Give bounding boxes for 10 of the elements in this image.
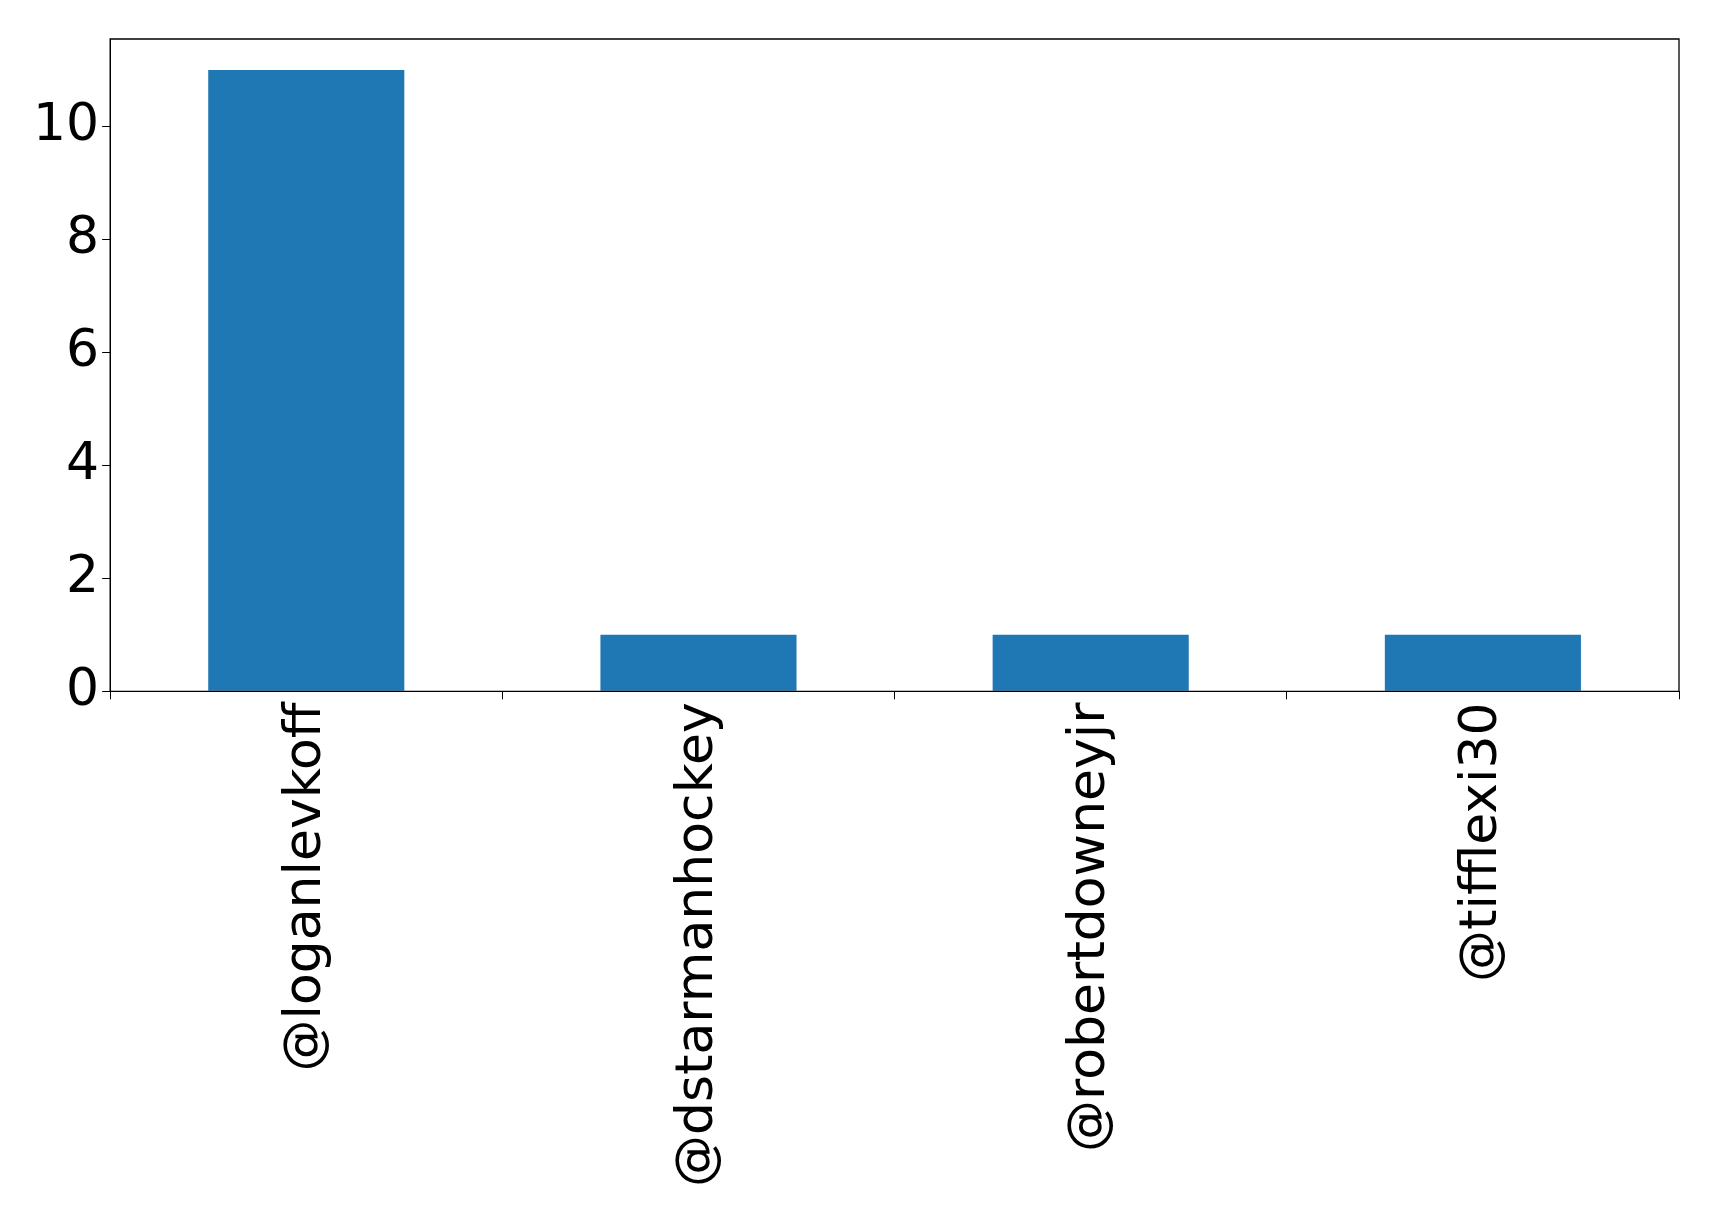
y-tick-label: 10 [33, 92, 100, 153]
y-tick-label: 2 [66, 543, 100, 604]
y-tick-label: 8 [66, 205, 100, 266]
y-tick-label: 4 [66, 430, 100, 491]
x-tick-label: @loganlevkoff [271, 701, 332, 1072]
x-tick-label: @dstarmanhockey [664, 702, 724, 1188]
y-tick-label: 0 [66, 656, 100, 717]
x-tick-label: @robertdowneyjr [1056, 701, 1117, 1153]
y-tick-label: 6 [66, 317, 100, 378]
x-tick-label: @tifflexi30 [1448, 702, 1509, 982]
